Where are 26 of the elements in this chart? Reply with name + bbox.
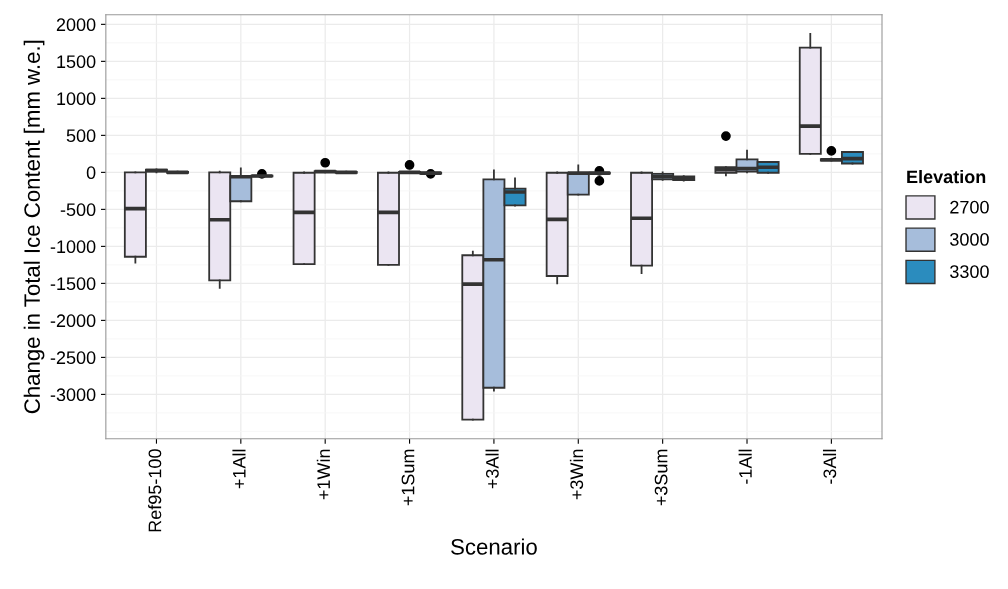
legend-label: 3300 <box>950 265 989 279</box>
x-tick-label: +3All <box>485 449 499 489</box>
y-tick-label: -1500 <box>50 277 96 291</box>
y-tick-label: -500 <box>60 203 96 217</box>
y-tick-label: -1000 <box>50 240 96 254</box>
y-tick-label: -2000 <box>50 314 96 328</box>
y-tick-label: 0 <box>86 166 96 180</box>
x-tick-label: -3All <box>822 449 837 484</box>
y-tick-label: 1000 <box>57 92 96 106</box>
legend-label: 2700 <box>950 200 989 214</box>
y-axis-title: Change in Total Ice Content [mm w.e.] <box>23 40 45 414</box>
x-tick-label: +1Win <box>316 449 330 500</box>
x-tick-label: Ref95-100 <box>148 449 162 532</box>
x-tick-label: +1Sum <box>401 449 415 506</box>
legend-title: Elevation <box>907 170 986 184</box>
x-tick-label: +1All <box>232 449 246 489</box>
y-tick-label: 1500 <box>57 55 96 69</box>
x-tick-label: +3Sum <box>654 449 668 506</box>
x-axis-title: Scenario <box>451 538 537 555</box>
y-tick-label: -3000 <box>50 388 96 402</box>
y-tick-label: 500 <box>66 129 96 143</box>
x-tick-label: +3Win <box>569 449 584 500</box>
x-tick-label: -1All <box>738 449 752 484</box>
y-tick-label: -2500 <box>50 351 96 365</box>
y-tick-label: 2000 <box>56 18 96 32</box>
legend-label: 3000 <box>950 233 989 246</box>
